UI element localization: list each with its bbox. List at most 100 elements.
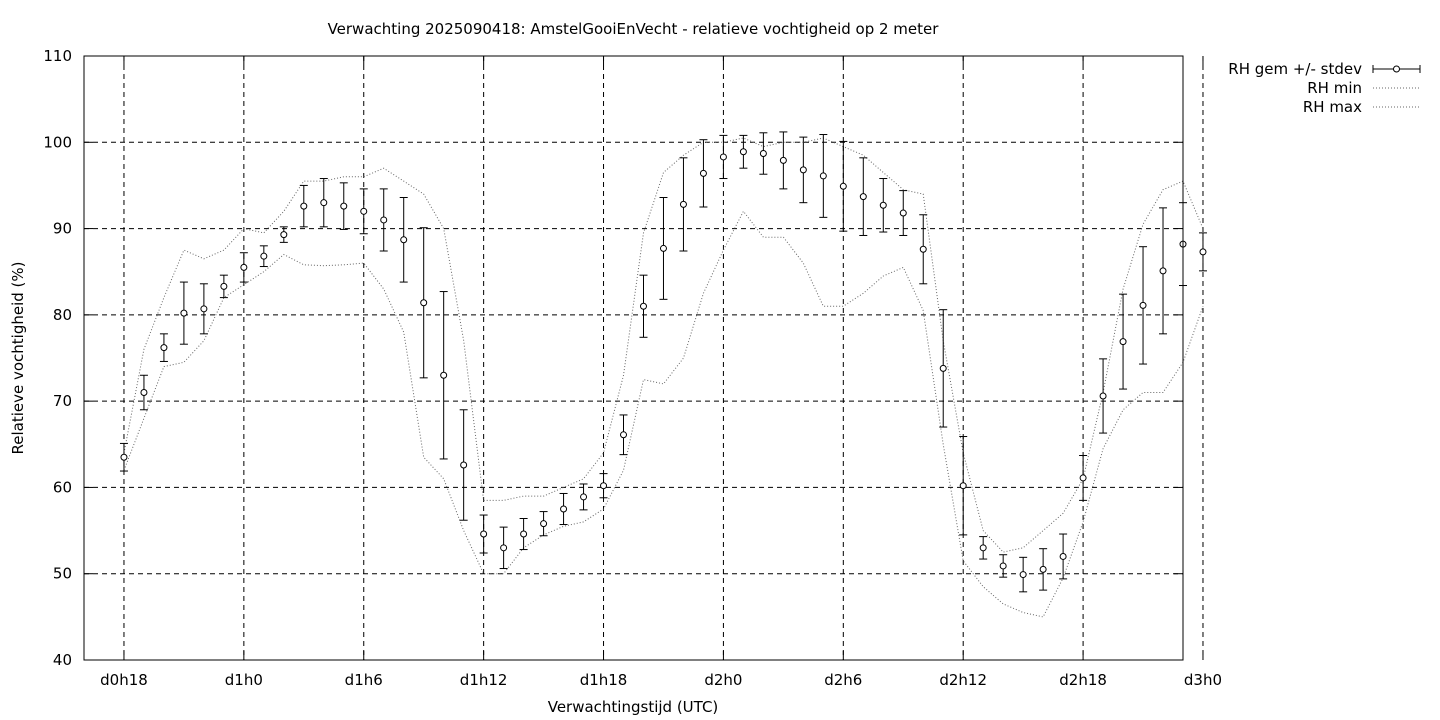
- error-bar: [1198, 232, 1207, 272]
- mean-point: [600, 482, 608, 490]
- error-bar: [559, 492, 568, 526]
- x-tick-label: d2h0: [704, 671, 742, 689]
- mean-point: [500, 544, 508, 552]
- mean-point: [739, 148, 747, 156]
- mean-point: [999, 562, 1007, 570]
- mean-point: [1039, 565, 1047, 573]
- error-bar: [219, 274, 228, 299]
- error-bar: [819, 134, 828, 218]
- error-bar: [179, 281, 188, 345]
- legend-sample-point: [1393, 65, 1400, 73]
- error-bar: [859, 157, 868, 236]
- error-bar: [839, 140, 848, 232]
- error-bar: [459, 409, 468, 521]
- mean-point: [280, 231, 288, 239]
- mean-point: [779, 156, 787, 164]
- error-bar: [279, 226, 288, 243]
- mean-point: [160, 344, 168, 352]
- x-tick-label: d1h12: [460, 671, 508, 689]
- mean-point: [400, 236, 408, 244]
- mean-point: [260, 252, 268, 260]
- mean-point: [540, 520, 548, 528]
- mean-point: [639, 302, 647, 310]
- mean-point: [580, 493, 588, 501]
- error-bar: [759, 132, 768, 175]
- mean-point: [1119, 338, 1127, 346]
- mean-point: [460, 461, 468, 469]
- error-bar: [599, 473, 608, 499]
- error-bar: [199, 283, 208, 335]
- error-bar: [1079, 455, 1088, 501]
- mean-point: [699, 169, 707, 177]
- error-bar: [439, 291, 448, 460]
- error-bar: [739, 134, 748, 169]
- error-bar: [119, 442, 128, 472]
- mean-point: [180, 309, 188, 317]
- y-axis-label: Relatieve vochtigheid (%): [9, 261, 27, 454]
- y-tick-label: 110: [43, 47, 72, 65]
- mean-point: [1159, 267, 1167, 275]
- error-bar: [339, 182, 348, 230]
- error-bar: [879, 178, 888, 233]
- mean-point: [520, 530, 528, 538]
- error-bar: [379, 188, 388, 252]
- mean-point: [620, 431, 628, 439]
- error-bar: [319, 178, 328, 228]
- mean-point: [659, 244, 667, 252]
- error-bar: [1139, 246, 1148, 365]
- mean-point: [340, 202, 348, 210]
- mean-point: [859, 193, 867, 201]
- mean-point: [679, 200, 687, 208]
- mean-point: [919, 245, 927, 253]
- error-bar: [939, 309, 948, 428]
- y-tick-label: 70: [53, 392, 72, 410]
- error-bar: [1099, 358, 1108, 434]
- error-bar: [1059, 533, 1068, 580]
- error-bar: [919, 214, 928, 285]
- mean-point: [1199, 248, 1207, 256]
- mean-point: [440, 371, 448, 379]
- mean-point: [1139, 301, 1147, 309]
- error-bar: [519, 517, 528, 551]
- grid-lines: [84, 56, 1204, 660]
- mean-point: [380, 216, 388, 224]
- error-bar: [659, 197, 668, 300]
- mean-point: [1059, 552, 1067, 560]
- error-bar: [499, 526, 508, 570]
- x-tick-label: d3h0: [1184, 671, 1222, 689]
- error-bar: [239, 252, 248, 283]
- plot-frame: [83, 55, 1184, 661]
- mean-point: [1099, 392, 1107, 400]
- mean-point: [240, 263, 248, 271]
- error-bar: [979, 536, 988, 560]
- y-tick-label: 100: [43, 133, 72, 151]
- mean-point: [140, 389, 148, 397]
- error-bar: [1159, 207, 1168, 335]
- x-tick-label: d0h18: [100, 671, 148, 689]
- error-bar: [579, 483, 588, 511]
- mean-point: [220, 282, 228, 290]
- mean-point: [939, 364, 947, 372]
- mean-point: [799, 166, 807, 174]
- legend-label: RH gem +/- stdev: [1228, 60, 1362, 78]
- error-bar: [899, 190, 908, 236]
- error-bar: [479, 514, 488, 554]
- x-tick-label: d2h12: [939, 671, 987, 689]
- error-bar: [399, 197, 408, 283]
- mean-point: [200, 305, 208, 313]
- y-tick-label: 60: [53, 478, 72, 496]
- error-bar: [259, 245, 268, 268]
- mean-point: [120, 453, 128, 461]
- x-tick-label: d2h18: [1059, 671, 1107, 689]
- x-tick-label: d1h18: [580, 671, 628, 689]
- mean-point: [1079, 474, 1087, 482]
- error-bar: [619, 414, 628, 456]
- error-bar: [999, 554, 1008, 578]
- error-bar: [639, 274, 648, 338]
- mean-point: [560, 505, 568, 513]
- y-tick-label: 90: [53, 220, 72, 238]
- error-bar: [1019, 556, 1028, 593]
- error-bar: [139, 374, 148, 411]
- error-bar: [699, 139, 708, 208]
- error-bar: [719, 134, 728, 180]
